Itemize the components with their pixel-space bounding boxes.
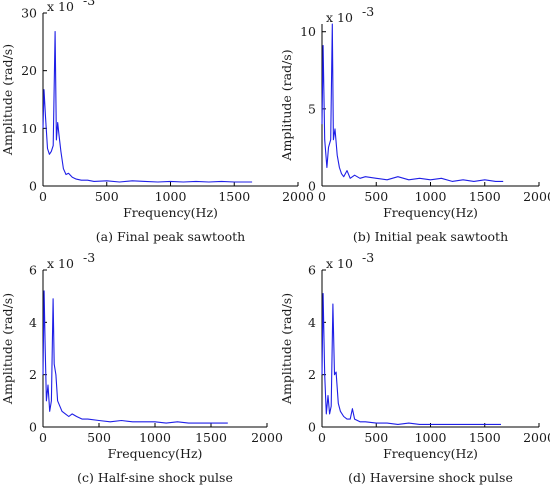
x-tick-label: 2000 [523,430,550,445]
y-tick-label: 0 [308,420,316,435]
panel-caption: (d) Haversine shock pulse [348,470,513,485]
axis-exponent-power: -3 [83,0,95,8]
panel-d: 0 500 1000 1500 2000 0 2 4 6 x 10 -3 Frequency(Hz) A… [279,250,550,485]
axis-exponent-power: -3 [362,250,374,265]
axis-exponent-base: x 10 [326,256,353,271]
y-tick-label: 10 [21,121,37,136]
y-tick-label: 5 [308,101,316,116]
y-tick-label: 6 [29,263,37,278]
y-tick-label: 4 [29,315,37,330]
y-tick-label: 20 [21,63,37,78]
y-axis-title: Amplitude (rad/s) [0,44,15,156]
x-tick-label: 500 [95,189,119,204]
x-tick-label: 1000 [415,189,447,204]
panel-c: 0 500 1000 1500 2000 0 2 4 6 x 10 -3 Frequency(Hz) A… [0,250,283,485]
x-tick-label: 0 [318,430,326,445]
panel-caption: (b) Initial peak sawtooth [353,229,508,244]
panel-b: 05001000150020000510x 10-3Frequency(Hz)A… [279,4,550,244]
y-axis-title: Amplitude (rad/s) [279,49,294,161]
x-tick-label: 1500 [469,189,501,204]
y-axis-title: Amplitude (rad/s) [279,293,294,405]
y-tick-label: 2 [29,367,37,382]
y-tick-label: 0 [29,420,37,435]
x-tick-label: 1500 [469,430,501,445]
x-tick-label: 2000 [251,430,283,445]
y-tick-label: 2 [308,367,316,382]
x-axis-title: Frequency(Hz) [383,446,478,461]
panel-caption: (c) Half-sine shock pulse [77,470,233,485]
y-tick-label: 10 [300,24,316,39]
series-line [42,30,253,183]
x-tick-label: 1000 [155,189,187,204]
x-tick-label: 0 [39,189,47,204]
axis-exponent-base: x 10 [47,0,74,14]
x-axis-title: Frequency(Hz) [123,205,218,220]
x-tick-label: 1500 [195,430,227,445]
x-tick-label: 0 [39,430,47,445]
x-tick-label: 1000 [139,430,171,445]
x-axis-title: Frequency(Hz) [108,446,203,461]
y-tick-label: 6 [308,263,316,278]
x-tick-label: 500 [364,430,388,445]
axis-exponent-power: -3 [83,250,95,265]
y-tick-label: 0 [29,179,37,194]
x-tick-label: 0 [318,189,326,204]
series-line [321,23,504,182]
x-tick-label: 500 [364,189,388,204]
x-tick-label: 1000 [415,430,447,445]
y-tick-label: 4 [308,315,316,330]
x-tick-label: 2000 [523,189,550,204]
axis-exponent-power: -3 [362,4,374,19]
series-line [42,290,228,424]
axis-exponent-base: x 10 [47,256,74,271]
x-axis-title: Frequency(Hz) [383,205,478,220]
y-tick-label: 0 [308,179,316,194]
panel-caption: (a) Final peak sawtooth [96,229,245,244]
axis-exponent-base: x 10 [326,10,353,25]
x-tick-label: 1500 [218,189,250,204]
x-tick-label: 2000 [282,189,314,204]
x-tick-label: 500 [87,430,111,445]
series-line [321,293,501,425]
y-axis-title: Amplitude (rad/s) [0,293,15,405]
y-tick-label: 30 [21,6,37,21]
